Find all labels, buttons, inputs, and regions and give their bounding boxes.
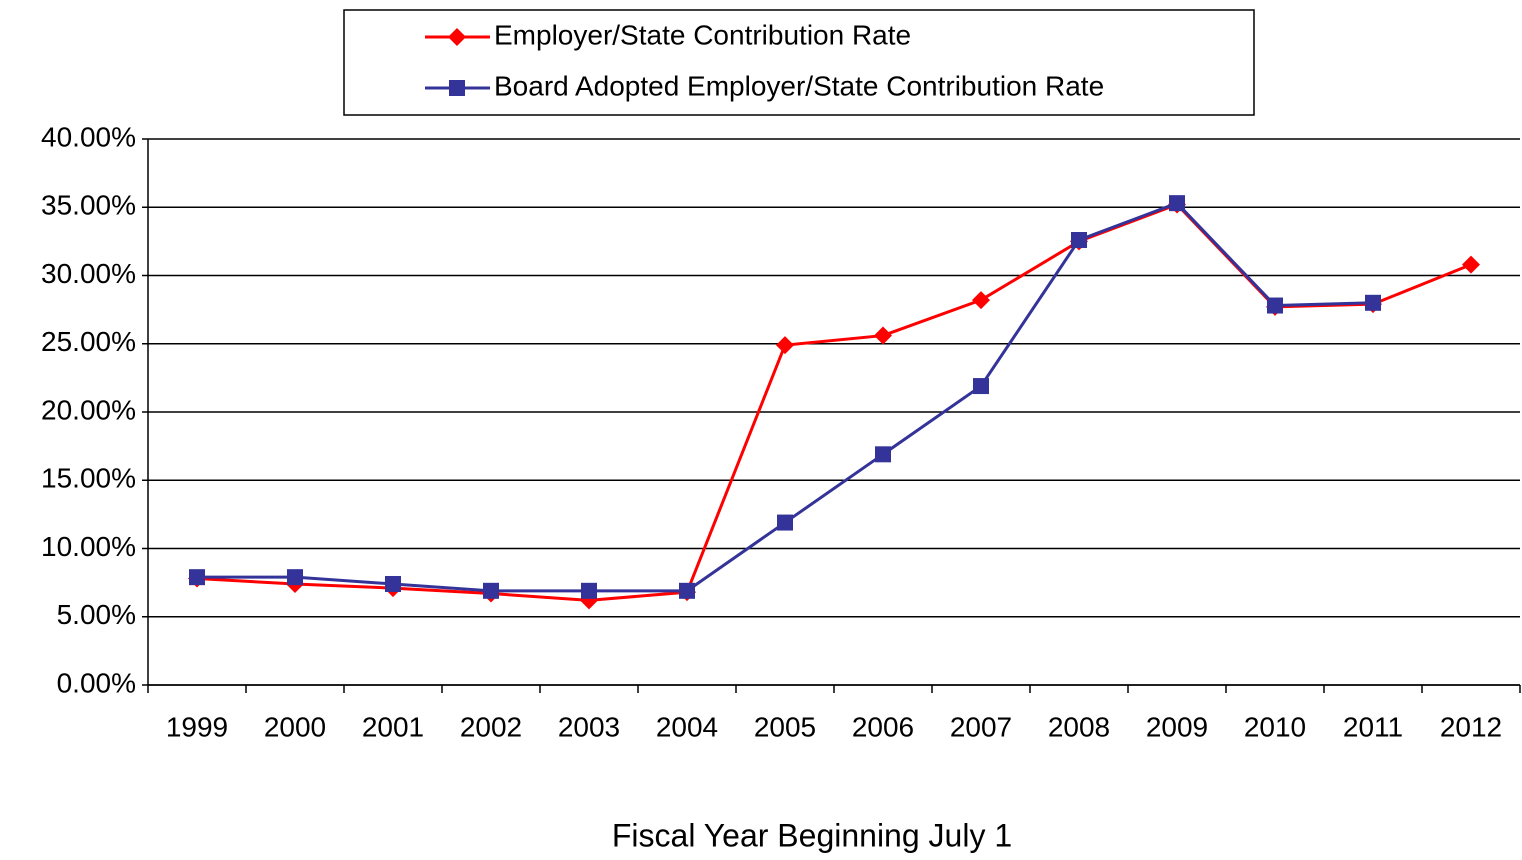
series-line <box>197 201 1374 593</box>
x-tick-label: 2012 <box>1440 711 1502 742</box>
x-tick-label: 2000 <box>264 711 326 742</box>
data-point <box>1462 255 1480 274</box>
y-tick-label: 20.00% <box>41 394 136 425</box>
data-point <box>777 514 793 531</box>
x-tick-label: 2004 <box>656 711 718 742</box>
x-tick-label: 2003 <box>558 711 620 742</box>
data-point <box>1365 294 1381 311</box>
x-tick-label: 2011 <box>1343 711 1403 742</box>
y-tick-label: 0.00% <box>57 667 136 698</box>
x-tick-label: 2006 <box>852 711 914 742</box>
x-tick-label: 2007 <box>950 711 1012 742</box>
data-point <box>875 446 891 463</box>
y-tick-label: 30.00% <box>41 258 136 289</box>
data-point <box>1071 232 1087 249</box>
x-tick-label: 2009 <box>1146 711 1208 742</box>
legend-marker <box>449 80 465 96</box>
data-point <box>483 582 499 599</box>
data-point <box>581 582 597 599</box>
x-tick-label: 1999 <box>166 711 228 742</box>
legend-label: Board Adopted Employer/State Contributio… <box>494 70 1104 101</box>
data-point <box>679 582 695 599</box>
x-tick-label: 2010 <box>1244 711 1306 742</box>
data-point <box>874 326 892 345</box>
x-tick-label: 2008 <box>1048 711 1110 742</box>
x-tick-label: 2001 <box>362 711 424 742</box>
data-point <box>1169 195 1185 212</box>
data-point <box>776 336 794 355</box>
data-point <box>972 291 990 310</box>
y-tick-label: 5.00% <box>57 599 136 630</box>
data-point <box>287 569 303 586</box>
data-point <box>385 575 401 592</box>
x-axis-title: Fiscal Year Beginning July 1 <box>612 817 1012 853</box>
data-point <box>1267 297 1283 314</box>
y-tick-label: 40.00% <box>41 121 136 152</box>
legend-label: Employer/State Contribution Rate <box>494 19 911 50</box>
data-point <box>973 378 989 395</box>
x-tick-label: 2005 <box>754 711 816 742</box>
y-tick-label: 10.00% <box>41 531 136 562</box>
legend-marker <box>448 28 466 46</box>
series-line <box>196 202 1472 602</box>
y-tick-label: 25.00% <box>41 326 136 357</box>
x-tick-label: 2002 <box>460 711 522 742</box>
y-tick-label: 15.00% <box>41 463 136 494</box>
y-tick-label: 35.00% <box>41 190 136 221</box>
legend-box <box>343 9 1255 116</box>
data-point <box>189 569 205 586</box>
